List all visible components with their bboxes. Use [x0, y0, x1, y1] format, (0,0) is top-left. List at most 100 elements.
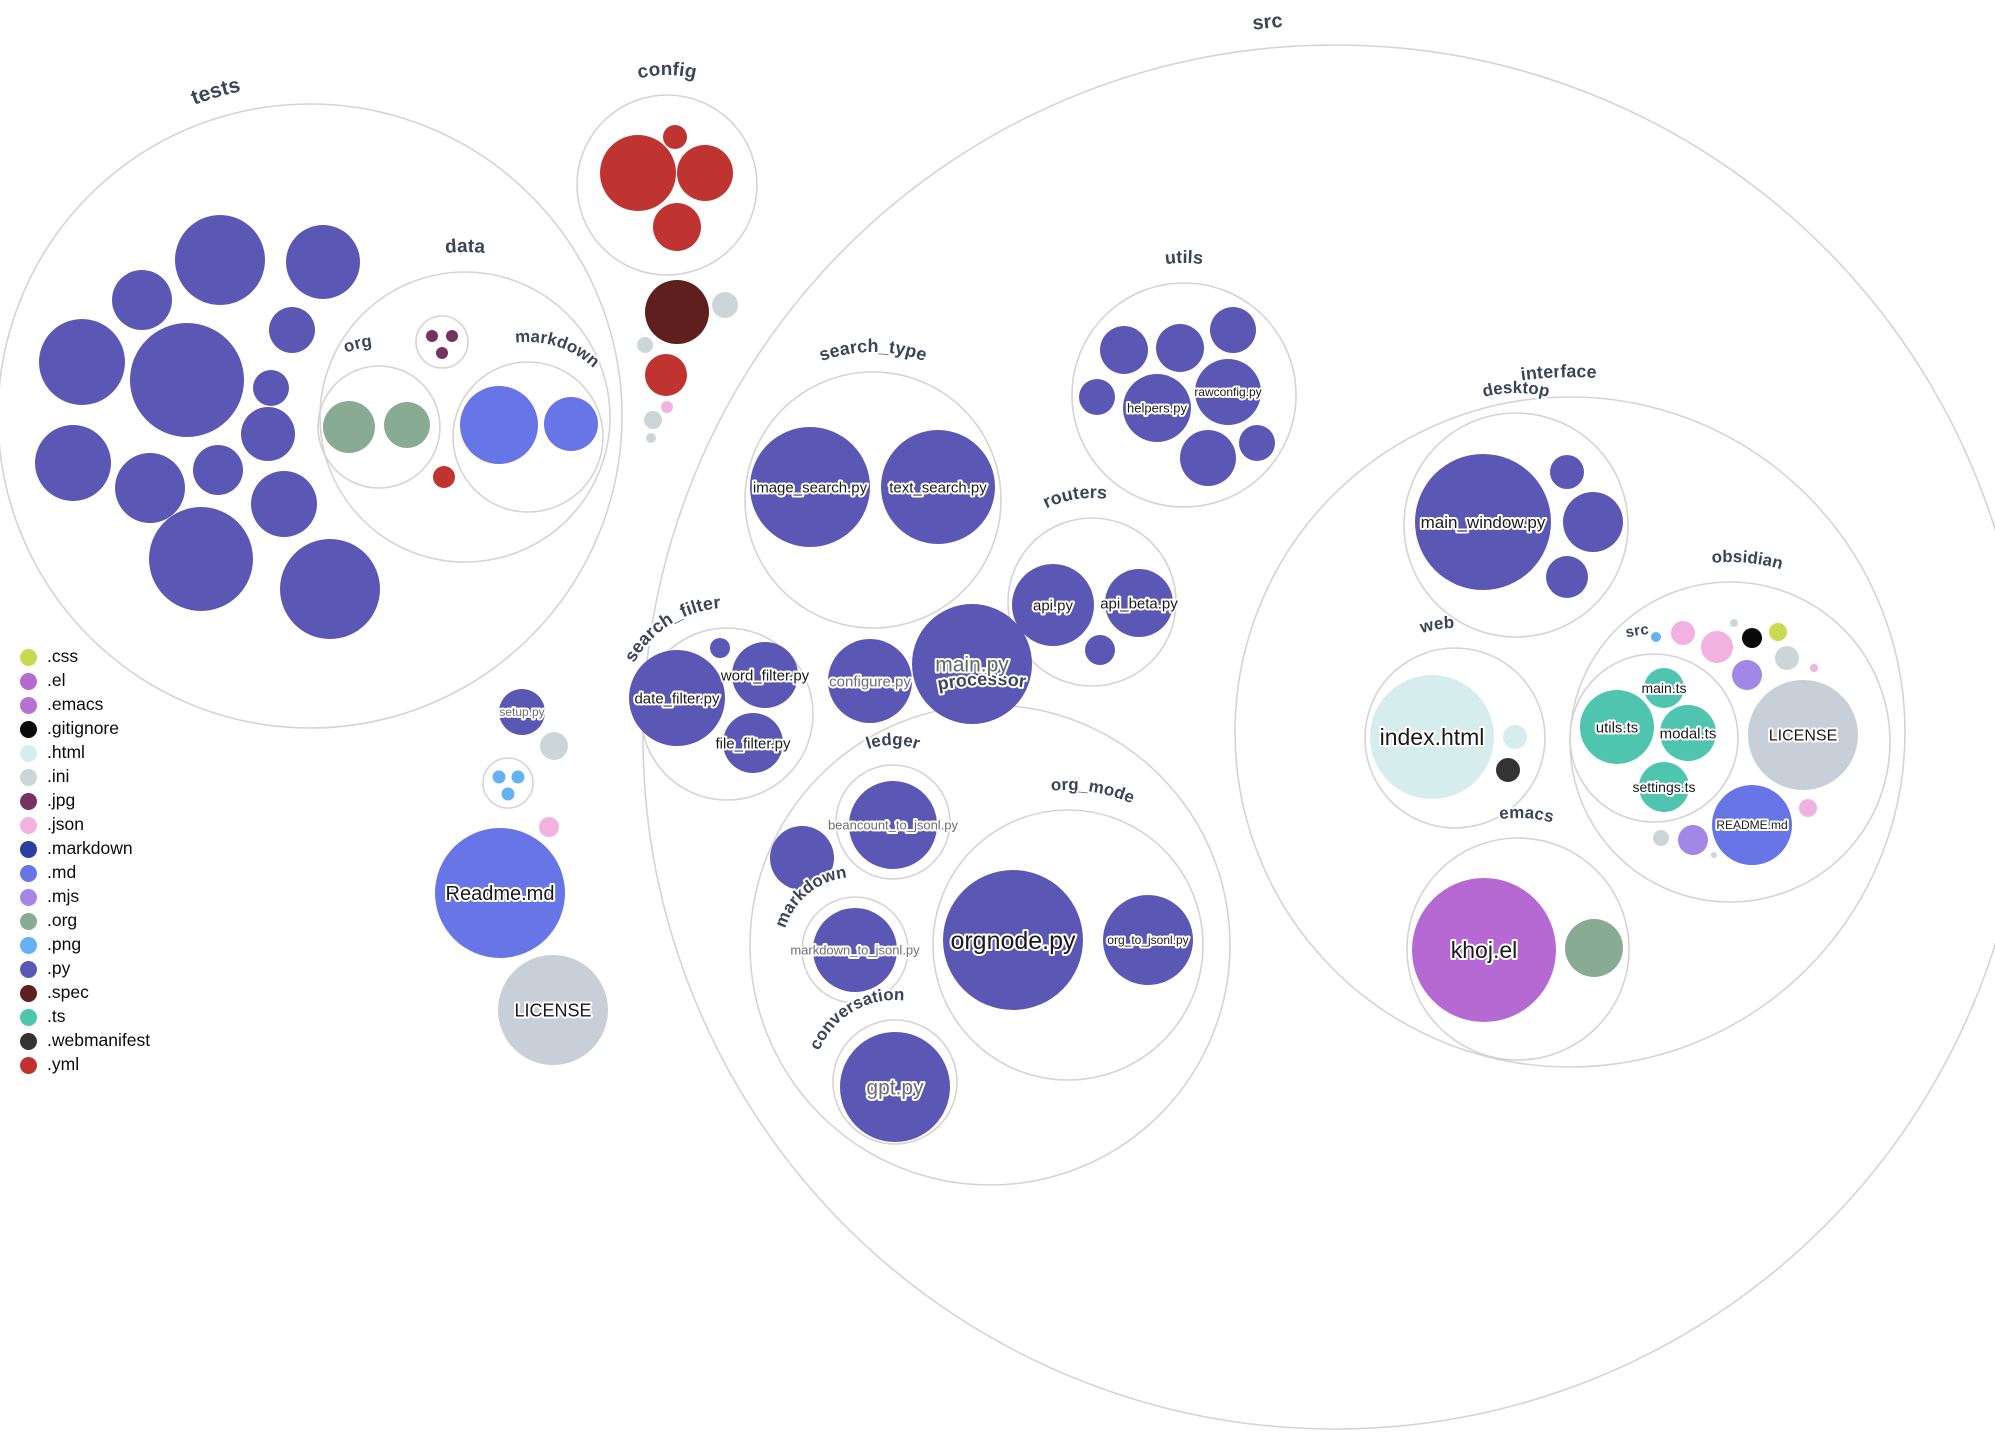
folder-circle-src[interactable] — [642, 44, 1995, 1430]
file-circle-yml-file[interactable] — [600, 135, 676, 211]
file-circle-css-file[interactable] — [1769, 623, 1787, 641]
file-circle-py-file[interactable] — [280, 539, 380, 639]
folder-circle-obsidian-src[interactable] — [1569, 653, 1739, 823]
folder-circle-search_type[interactable] — [744, 371, 1002, 629]
file-circle-py-file[interactable] — [130, 323, 244, 437]
folder-circle-interface[interactable] — [1234, 396, 1906, 1068]
file-circle-py-file[interactable] — [1239, 425, 1275, 461]
file-circle-py-file[interactable] — [241, 407, 295, 461]
file-circle-webmanifest-file[interactable] — [1496, 758, 1520, 782]
file-circle-json-file[interactable] — [661, 401, 673, 413]
file-circle-rawconfig.py[interactable] — [1195, 359, 1261, 425]
file-circle-utils.ts[interactable] — [1580, 690, 1654, 764]
file-circle-py-file[interactable] — [115, 453, 185, 523]
file-circle-json-file[interactable] — [1701, 631, 1733, 663]
file-circle-Readme.md[interactable] — [435, 828, 565, 958]
file-circle-index.html[interactable] — [1370, 675, 1494, 799]
folder-circle-routers[interactable] — [1007, 517, 1177, 687]
file-circle-LICENSE[interactable] — [498, 955, 608, 1065]
file-circle-json-file[interactable] — [1810, 664, 1818, 672]
file-circle-file_filter.py[interactable] — [723, 713, 783, 773]
file-circle-py-file[interactable] — [39, 319, 125, 405]
file-circle-yml-file[interactable] — [653, 203, 701, 251]
folder-circle-desktop[interactable] — [1403, 412, 1629, 638]
folder-circle-data-markdown[interactable] — [452, 361, 604, 513]
file-circle-md-file[interactable] — [544, 397, 598, 451]
file-circle-py-file[interactable] — [1563, 492, 1623, 552]
file-circle-LICENSE[interactable] — [1748, 680, 1858, 790]
file-circle-html-file[interactable] — [1503, 725, 1527, 749]
file-circle-modal.ts[interactable] — [1660, 705, 1716, 761]
file-circle-png-file[interactable] — [501, 787, 515, 801]
folder-circle-data[interactable] — [319, 271, 611, 563]
file-circle-py-file[interactable] — [710, 638, 730, 658]
file-circle-org_to_jsonl.py[interactable] — [1103, 895, 1193, 985]
file-circle-org-file[interactable] — [384, 402, 430, 448]
file-circle-jpg-file[interactable] — [446, 330, 458, 342]
file-circle-py-file[interactable] — [1100, 326, 1148, 374]
file-circle-ini-file[interactable] — [646, 433, 656, 443]
folder-circle-processor-markdown[interactable] — [801, 896, 909, 1004]
file-circle-ini-file[interactable] — [1653, 830, 1669, 846]
folder-circle-web[interactable] — [1364, 647, 1546, 829]
folder-circle-conversation[interactable] — [832, 1019, 958, 1145]
file-circle-date_filter.py[interactable] — [629, 650, 725, 746]
file-circle-yml-file[interactable] — [433, 466, 455, 488]
file-circle-markdown_to_jsonl.py[interactable] — [813, 908, 897, 992]
file-circle-png-file[interactable] — [1651, 632, 1661, 642]
file-circle-json-file[interactable] — [1799, 799, 1817, 817]
file-circle-configure.py[interactable] — [828, 639, 912, 723]
file-circle-ini-file[interactable] — [1711, 852, 1717, 858]
file-circle-org-file[interactable] — [323, 401, 375, 453]
file-circle-gitignore-file[interactable] — [1742, 628, 1762, 648]
file-circle-settings.ts[interactable] — [1639, 762, 1689, 812]
folder-circle-org_mode[interactable] — [932, 809, 1204, 1081]
file-circle-py-file[interactable] — [175, 215, 265, 305]
file-circle-py-file[interactable] — [1085, 635, 1115, 665]
file-circle-setup.py[interactable] — [499, 689, 545, 735]
file-circle-mjs-file[interactable] — [1732, 660, 1762, 690]
file-circle-ini-file[interactable] — [712, 292, 738, 318]
file-circle-json-file[interactable] — [539, 817, 559, 837]
file-circle-py-file[interactable] — [770, 826, 834, 890]
file-circle-org-file[interactable] — [1565, 919, 1623, 977]
file-circle-ini-file[interactable] — [1775, 646, 1799, 670]
file-circle-py-file[interactable] — [1180, 430, 1236, 486]
file-circle-main.py[interactable] — [912, 604, 1032, 724]
file-circle-yml-file[interactable] — [663, 125, 687, 149]
folder-circle-root-assets[interactable] — [482, 757, 534, 809]
folder-circle-data-org[interactable] — [317, 365, 441, 489]
file-circle-helpers.py[interactable] — [1123, 374, 1191, 442]
file-circle-py-file[interactable] — [193, 445, 243, 495]
file-circle-md-file[interactable] — [460, 386, 538, 464]
file-circle-py-file[interactable] — [1079, 379, 1115, 415]
folder-circle-ledger[interactable] — [835, 764, 951, 880]
file-circle-text_search.py[interactable] — [881, 430, 995, 544]
file-circle-py-file[interactable] — [1550, 455, 1584, 489]
file-circle-py-file[interactable] — [1156, 324, 1204, 372]
file-circle-yml-file[interactable] — [645, 354, 687, 396]
folder-circle-tests[interactable] — [0, 103, 623, 729]
file-circle-word_filter.py[interactable] — [732, 642, 798, 708]
file-circle-beancount_to_jsonl.py[interactable] — [849, 781, 937, 869]
file-circle-gpt.py[interactable] — [840, 1032, 950, 1142]
folder-circle-utils[interactable] — [1071, 282, 1297, 508]
folder-circle-config[interactable] — [576, 94, 758, 276]
file-circle-png-file[interactable] — [511, 770, 525, 784]
file-circle-ini-file[interactable] — [540, 732, 568, 760]
file-circle-api.py[interactable] — [1012, 564, 1094, 646]
file-circle-ini-file[interactable] — [1730, 619, 1738, 627]
file-circle-jpg-file[interactable] — [426, 330, 438, 342]
folder-circle-data-misc[interactable] — [415, 315, 469, 369]
file-circle-image_search.py[interactable] — [750, 427, 870, 547]
folder-circle-emacs[interactable] — [1406, 837, 1630, 1061]
file-circle-py-file[interactable] — [149, 507, 253, 611]
file-circle-orgnode.py[interactable] — [943, 870, 1083, 1010]
file-circle-khoj.el[interactable] — [1412, 878, 1556, 1022]
file-circle-py-file[interactable] — [251, 471, 317, 537]
file-circle-png-file[interactable] — [492, 770, 506, 784]
file-circle-py-file[interactable] — [269, 307, 315, 353]
file-circle-yml-file[interactable] — [677, 145, 733, 201]
file-circle-api_beta.py[interactable] — [1105, 569, 1173, 637]
file-circle-mjs-file[interactable] — [1678, 825, 1708, 855]
